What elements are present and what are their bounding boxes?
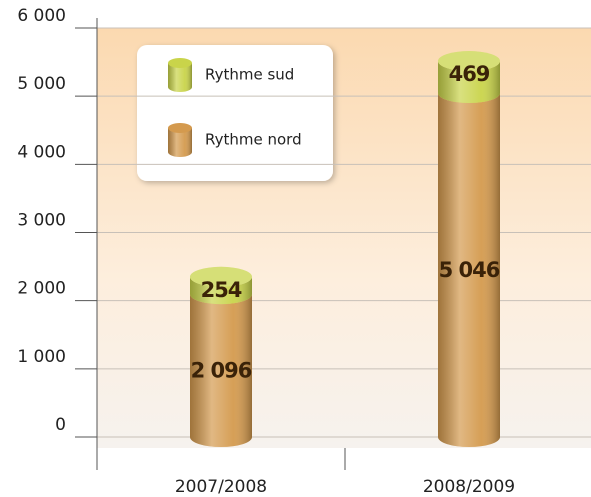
legend: Rythme sud Rythme nord bbox=[168, 58, 302, 157]
chart-layer: 0 1 000 2 000 3 000 4 000 5 000 6 000 2007/2008… bbox=[17, 6, 591, 497]
value-label: 2 096 bbox=[191, 359, 252, 383]
cylinder-shade bbox=[190, 276, 252, 305]
legend-swatch-shade bbox=[168, 128, 192, 157]
bar-segment bbox=[190, 266, 252, 305]
cylinder-shade bbox=[438, 93, 500, 447]
cylinder-shade bbox=[438, 61, 500, 104]
value-label: 469 bbox=[449, 62, 490, 86]
x-tick-label: 2007/2008 bbox=[175, 477, 267, 497]
value-label: 254 bbox=[201, 278, 242, 302]
legend-swatch-top bbox=[168, 58, 192, 68]
bar-segment bbox=[438, 83, 500, 447]
legend-label: Rythme nord bbox=[205, 131, 302, 149]
legend-swatch-top bbox=[168, 123, 192, 133]
cylinder-top bbox=[190, 266, 252, 287]
value-label: 5 046 bbox=[439, 258, 500, 282]
cylinder-shade bbox=[190, 294, 252, 447]
cylinder-top-highlight bbox=[190, 266, 252, 287]
cylinder-top-highlight bbox=[438, 51, 500, 72]
y-tick-label: 4 000 bbox=[17, 142, 66, 162]
legend-swatch-shade bbox=[168, 63, 192, 92]
legend-label: Rythme sud bbox=[205, 66, 294, 84]
x-tick-label: 2008/2009 bbox=[423, 477, 515, 497]
bar-segment bbox=[438, 51, 500, 104]
y-tick-label: 6 000 bbox=[17, 6, 66, 26]
y-tick-label: 1 000 bbox=[17, 347, 66, 367]
y-tick-label: 2 000 bbox=[17, 279, 66, 299]
y-tick-label: 0 bbox=[55, 415, 66, 435]
y-tick-label: 5 000 bbox=[17, 74, 66, 94]
cylinder-top bbox=[438, 51, 500, 72]
y-tick-label: 3 000 bbox=[17, 211, 66, 231]
